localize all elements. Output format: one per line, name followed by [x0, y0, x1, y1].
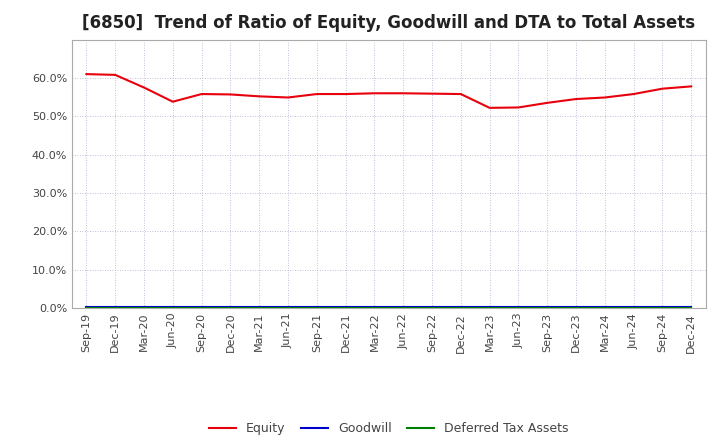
Equity	[658, 86, 667, 92]
Deferred Tax Assets	[543, 305, 552, 311]
Deferred Tax Assets	[600, 305, 609, 311]
Goodwill	[312, 304, 321, 310]
Goodwill	[226, 304, 235, 310]
Equity	[543, 100, 552, 106]
Equity	[687, 84, 696, 89]
Deferred Tax Assets	[428, 305, 436, 311]
Equity	[456, 92, 465, 97]
Equity	[255, 94, 264, 99]
Equity	[312, 92, 321, 97]
Deferred Tax Assets	[629, 305, 638, 311]
Goodwill	[658, 304, 667, 310]
Deferred Tax Assets	[226, 305, 235, 311]
Goodwill	[255, 304, 264, 310]
Goodwill	[399, 304, 408, 310]
Deferred Tax Assets	[341, 305, 350, 311]
Equity	[284, 95, 292, 100]
Deferred Tax Assets	[572, 305, 580, 311]
Deferred Tax Assets	[197, 305, 206, 311]
Goodwill	[600, 304, 609, 310]
Deferred Tax Assets	[485, 305, 494, 311]
Deferred Tax Assets	[284, 305, 292, 311]
Goodwill	[428, 304, 436, 310]
Deferred Tax Assets	[399, 305, 408, 311]
Goodwill	[456, 304, 465, 310]
Goodwill	[514, 304, 523, 310]
Goodwill	[572, 304, 580, 310]
Equity	[485, 105, 494, 110]
Equity	[226, 92, 235, 97]
Equity	[82, 71, 91, 77]
Legend: Equity, Goodwill, Deferred Tax Assets: Equity, Goodwill, Deferred Tax Assets	[202, 416, 575, 440]
Deferred Tax Assets	[456, 305, 465, 311]
Goodwill	[485, 304, 494, 310]
Goodwill	[629, 304, 638, 310]
Equity	[572, 96, 580, 102]
Goodwill	[82, 304, 91, 310]
Equity	[341, 92, 350, 97]
Goodwill	[370, 304, 379, 310]
Goodwill	[284, 304, 292, 310]
Goodwill	[543, 304, 552, 310]
Deferred Tax Assets	[687, 305, 696, 311]
Deferred Tax Assets	[514, 305, 523, 311]
Equity	[399, 91, 408, 96]
Goodwill	[341, 304, 350, 310]
Line: Equity: Equity	[86, 74, 691, 108]
Goodwill	[687, 304, 696, 310]
Equity	[168, 99, 177, 104]
Goodwill	[111, 304, 120, 310]
Equity	[600, 95, 609, 100]
Deferred Tax Assets	[312, 305, 321, 311]
Equity	[111, 72, 120, 77]
Deferred Tax Assets	[140, 305, 148, 311]
Deferred Tax Assets	[658, 305, 667, 311]
Equity	[514, 105, 523, 110]
Deferred Tax Assets	[82, 305, 91, 311]
Equity	[629, 92, 638, 97]
Deferred Tax Assets	[370, 305, 379, 311]
Deferred Tax Assets	[255, 305, 264, 311]
Title: [6850]  Trend of Ratio of Equity, Goodwill and DTA to Total Assets: [6850] Trend of Ratio of Equity, Goodwil…	[82, 15, 696, 33]
Goodwill	[197, 304, 206, 310]
Equity	[428, 91, 436, 96]
Goodwill	[140, 304, 148, 310]
Equity	[197, 92, 206, 97]
Goodwill	[168, 304, 177, 310]
Equity	[370, 91, 379, 96]
Deferred Tax Assets	[168, 305, 177, 311]
Deferred Tax Assets	[111, 305, 120, 311]
Equity	[140, 85, 148, 90]
